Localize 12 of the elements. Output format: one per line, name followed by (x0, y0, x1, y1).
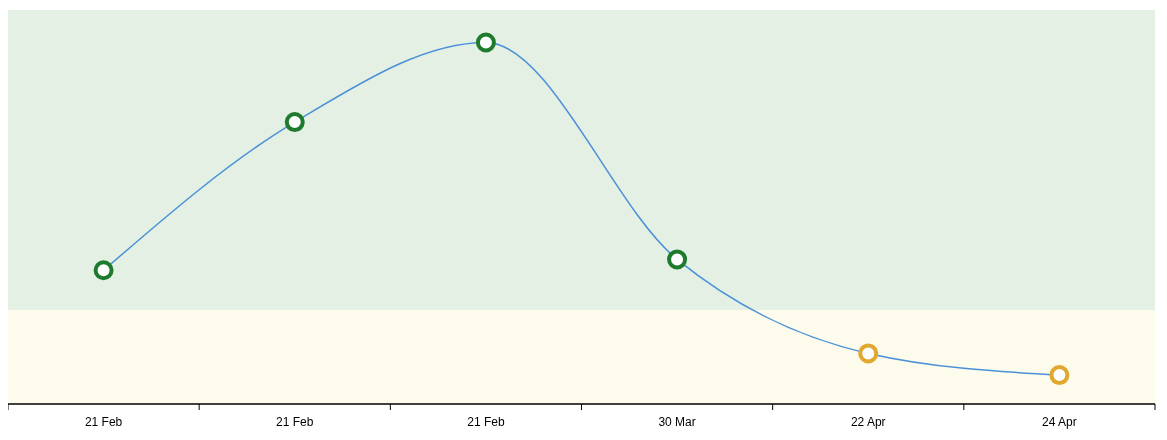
point (475, 32, 496, 53)
point (1049, 365, 1070, 386)
x-tick-label: 21 Feb (276, 415, 314, 429)
point (858, 343, 879, 364)
x-tick-label: 21 Feb (467, 415, 505, 429)
x-tick-label: 30 Mar (658, 415, 696, 429)
x-tick-label: 21 Feb (84, 415, 123, 429)
x-tick-label: 24 Apr (1042, 415, 1077, 429)
point (284, 112, 305, 133)
point (93, 260, 114, 281)
point (667, 249, 688, 270)
x-tick-label: 22 Apr (850, 415, 886, 429)
